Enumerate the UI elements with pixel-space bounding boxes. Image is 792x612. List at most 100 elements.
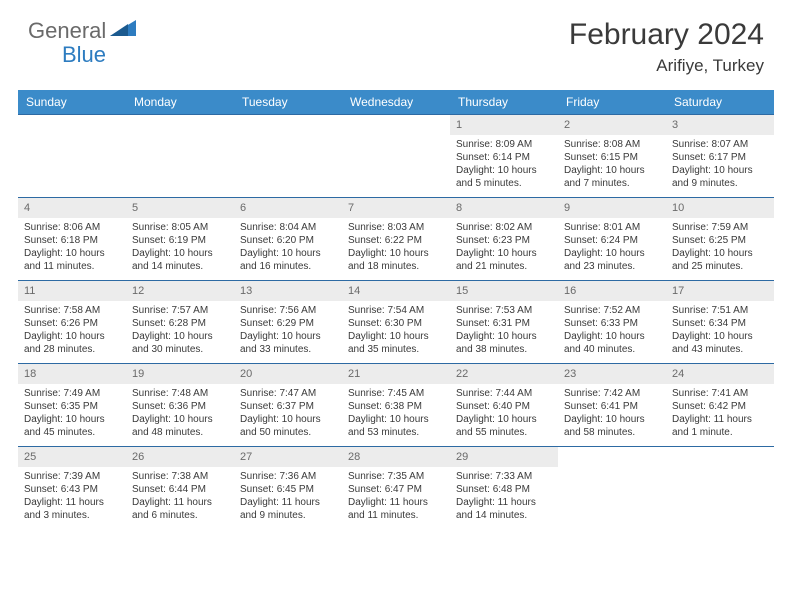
week-row: 11Sunrise: 7:58 AMSunset: 6:26 PMDayligh…	[18, 280, 774, 363]
sunrise-line: Sunrise: 7:45 AM	[348, 387, 444, 400]
day-body: Sunrise: 7:58 AMSunset: 6:26 PMDaylight:…	[18, 301, 126, 361]
sunrise-line: Sunrise: 7:42 AM	[564, 387, 660, 400]
day-number: 13	[234, 281, 342, 301]
day-body: Sunrise: 7:52 AMSunset: 6:33 PMDaylight:…	[558, 301, 666, 361]
day-number: 17	[666, 281, 774, 301]
sunset-line: Sunset: 6:29 PM	[240, 317, 336, 330]
day-body: Sunrise: 8:06 AMSunset: 6:18 PMDaylight:…	[18, 218, 126, 278]
day-cell: 29Sunrise: 7:33 AMSunset: 6:48 PMDayligh…	[450, 447, 558, 529]
empty-cell	[666, 447, 774, 529]
sunset-line: Sunset: 6:37 PM	[240, 400, 336, 413]
sunset-line: Sunset: 6:14 PM	[456, 151, 552, 164]
day-cell: 26Sunrise: 7:38 AMSunset: 6:44 PMDayligh…	[126, 447, 234, 529]
day-cell: 28Sunrise: 7:35 AMSunset: 6:47 PMDayligh…	[342, 447, 450, 529]
location-label: Arifiye, Turkey	[569, 56, 764, 76]
sunset-line: Sunset: 6:20 PM	[240, 234, 336, 247]
sunrise-line: Sunrise: 7:52 AM	[564, 304, 660, 317]
day-cell: 4Sunrise: 8:06 AMSunset: 6:18 PMDaylight…	[18, 198, 126, 280]
dow-cell: Sunday	[18, 90, 126, 114]
day-body: Sunrise: 8:03 AMSunset: 6:22 PMDaylight:…	[342, 218, 450, 278]
daylight-line: Daylight: 10 hours and 7 minutes.	[564, 164, 660, 190]
daylight-line: Daylight: 10 hours and 50 minutes.	[240, 413, 336, 439]
sunset-line: Sunset: 6:22 PM	[348, 234, 444, 247]
day-cell: 25Sunrise: 7:39 AMSunset: 6:43 PMDayligh…	[18, 447, 126, 529]
sunrise-line: Sunrise: 7:54 AM	[348, 304, 444, 317]
day-cell: 9Sunrise: 8:01 AMSunset: 6:24 PMDaylight…	[558, 198, 666, 280]
day-number: 16	[558, 281, 666, 301]
daylight-line: Daylight: 10 hours and 48 minutes.	[132, 413, 228, 439]
day-body: Sunrise: 7:38 AMSunset: 6:44 PMDaylight:…	[126, 467, 234, 527]
brand-triangle-icon	[110, 18, 136, 41]
sunrise-line: Sunrise: 7:36 AM	[240, 470, 336, 483]
daylight-line: Daylight: 10 hours and 21 minutes.	[456, 247, 552, 273]
day-body: Sunrise: 8:07 AMSunset: 6:17 PMDaylight:…	[666, 135, 774, 195]
day-body: Sunrise: 7:36 AMSunset: 6:45 PMDaylight:…	[234, 467, 342, 527]
day-cell: 11Sunrise: 7:58 AMSunset: 6:26 PMDayligh…	[18, 281, 126, 363]
day-number: 11	[18, 281, 126, 301]
sunrise-line: Sunrise: 8:02 AM	[456, 221, 552, 234]
sunset-line: Sunset: 6:23 PM	[456, 234, 552, 247]
day-cell: 12Sunrise: 7:57 AMSunset: 6:28 PMDayligh…	[126, 281, 234, 363]
day-number: 8	[450, 198, 558, 218]
daylight-line: Daylight: 11 hours and 6 minutes.	[132, 496, 228, 522]
sunset-line: Sunset: 6:26 PM	[24, 317, 120, 330]
day-cell: 13Sunrise: 7:56 AMSunset: 6:29 PMDayligh…	[234, 281, 342, 363]
daylight-line: Daylight: 10 hours and 40 minutes.	[564, 330, 660, 356]
day-body: Sunrise: 8:02 AMSunset: 6:23 PMDaylight:…	[450, 218, 558, 278]
daylight-line: Daylight: 10 hours and 18 minutes.	[348, 247, 444, 273]
sunrise-line: Sunrise: 8:09 AM	[456, 138, 552, 151]
day-body: Sunrise: 7:54 AMSunset: 6:30 PMDaylight:…	[342, 301, 450, 361]
sunset-line: Sunset: 6:48 PM	[456, 483, 552, 496]
daylight-line: Daylight: 10 hours and 58 minutes.	[564, 413, 660, 439]
week-row: 4Sunrise: 8:06 AMSunset: 6:18 PMDaylight…	[18, 197, 774, 280]
sunrise-line: Sunrise: 7:48 AM	[132, 387, 228, 400]
daylight-line: Daylight: 10 hours and 28 minutes.	[24, 330, 120, 356]
brand-part2: Blue	[62, 42, 106, 68]
empty-cell	[342, 115, 450, 197]
sunrise-line: Sunrise: 7:47 AM	[240, 387, 336, 400]
sunset-line: Sunset: 6:42 PM	[672, 400, 768, 413]
daylight-line: Daylight: 10 hours and 14 minutes.	[132, 247, 228, 273]
day-number: 4	[18, 198, 126, 218]
dow-cell: Wednesday	[342, 90, 450, 114]
daylight-line: Daylight: 11 hours and 11 minutes.	[348, 496, 444, 522]
week-row: 18Sunrise: 7:49 AMSunset: 6:35 PMDayligh…	[18, 363, 774, 446]
sunrise-line: Sunrise: 8:05 AM	[132, 221, 228, 234]
day-cell: 22Sunrise: 7:44 AMSunset: 6:40 PMDayligh…	[450, 364, 558, 446]
sunset-line: Sunset: 6:19 PM	[132, 234, 228, 247]
day-number: 25	[18, 447, 126, 467]
day-number: 18	[18, 364, 126, 384]
sunset-line: Sunset: 6:18 PM	[24, 234, 120, 247]
day-number: 28	[342, 447, 450, 467]
day-body: Sunrise: 7:41 AMSunset: 6:42 PMDaylight:…	[666, 384, 774, 444]
sunset-line: Sunset: 6:38 PM	[348, 400, 444, 413]
brand-logo: General Blue	[28, 18, 138, 44]
week-row: 1Sunrise: 8:09 AMSunset: 6:14 PMDaylight…	[18, 114, 774, 197]
day-body: Sunrise: 7:53 AMSunset: 6:31 PMDaylight:…	[450, 301, 558, 361]
sunset-line: Sunset: 6:30 PM	[348, 317, 444, 330]
day-number: 2	[558, 115, 666, 135]
sunset-line: Sunset: 6:44 PM	[132, 483, 228, 496]
day-body: Sunrise: 7:44 AMSunset: 6:40 PMDaylight:…	[450, 384, 558, 444]
day-cell: 20 Sunrise: 7:47 AMSunset: 6:37 PMDayligh…	[234, 364, 342, 446]
day-number: 15	[450, 281, 558, 301]
day-cell: 14Sunrise: 7:54 AMSunset: 6:30 PMDayligh…	[342, 281, 450, 363]
sunset-line: Sunset: 6:47 PM	[348, 483, 444, 496]
sunset-line: Sunset: 6:17 PM	[672, 151, 768, 164]
day-cell: 8Sunrise: 8:02 AMSunset: 6:23 PMDaylight…	[450, 198, 558, 280]
day-cell: 18Sunrise: 7:49 AMSunset: 6:35 PMDayligh…	[18, 364, 126, 446]
daylight-line: Daylight: 11 hours and 3 minutes.	[24, 496, 120, 522]
daylight-line: Daylight: 10 hours and 55 minutes.	[456, 413, 552, 439]
day-cell: 3Sunrise: 8:07 AMSunset: 6:17 PMDaylight…	[666, 115, 774, 197]
dow-cell: Monday	[126, 90, 234, 114]
sunrise-line: Sunrise: 7:56 AM	[240, 304, 336, 317]
day-cell: 7Sunrise: 8:03 AMSunset: 6:22 PMDaylight…	[342, 198, 450, 280]
day-cell: 5Sunrise: 8:05 AMSunset: 6:19 PMDaylight…	[126, 198, 234, 280]
day-number: 6	[234, 198, 342, 218]
day-number: 24	[666, 364, 774, 384]
day-cell: 10Sunrise: 7:59 AMSunset: 6:25 PMDayligh…	[666, 198, 774, 280]
day-number: 20	[234, 364, 342, 384]
day-body: Sunrise: 8:08 AMSunset: 6:15 PMDaylight:…	[558, 135, 666, 195]
day-cell: 24Sunrise: 7:41 AMSunset: 6:42 PMDayligh…	[666, 364, 774, 446]
sunset-line: Sunset: 6:34 PM	[672, 317, 768, 330]
